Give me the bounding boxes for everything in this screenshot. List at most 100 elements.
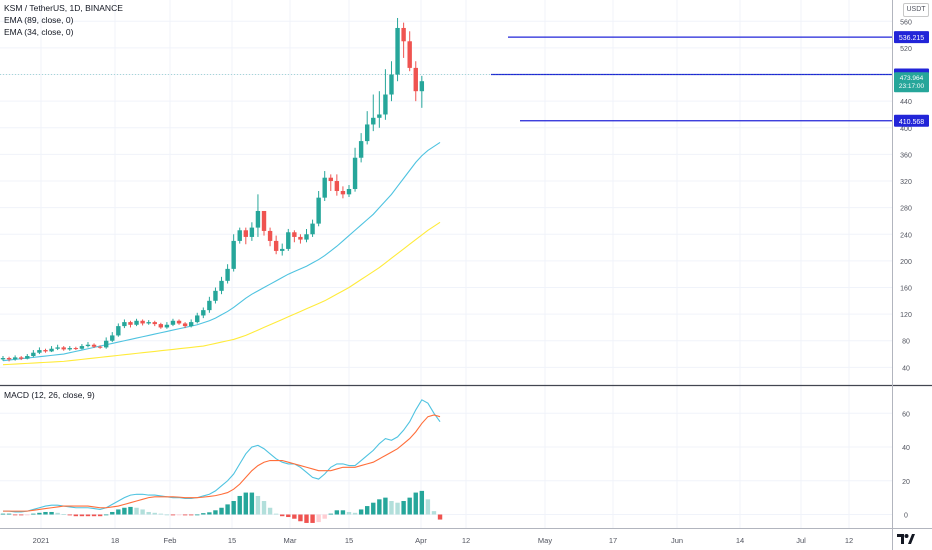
time-tick-label: Mar (284, 536, 297, 545)
symbol-legend[interactable]: KSM / TetherUS, 1D, BINANCE (4, 3, 123, 13)
histogram-bar (413, 492, 418, 515)
time-tick-label: Feb (164, 536, 177, 545)
price-tick-label: 160 (900, 286, 912, 293)
histogram-bar (176, 514, 182, 516)
histogram-bar (304, 514, 309, 523)
price-tick-label: 440 (900, 99, 912, 106)
histogram-bar (43, 511, 48, 515)
candle-body (328, 177, 333, 182)
macd-tick-label: 0 (904, 513, 908, 520)
histogram-bar (273, 513, 279, 515)
histogram-bar (110, 511, 115, 515)
candle-body (170, 320, 176, 325)
histogram-bar (158, 513, 164, 515)
candle-body (383, 94, 388, 115)
time-tick-label: 17 (609, 536, 617, 545)
candle-body (261, 210, 267, 231)
histogram-bar (140, 509, 145, 515)
candle-body (116, 326, 121, 336)
histogram-bar (49, 511, 54, 515)
tradingview-logo-icon[interactable] (897, 532, 915, 546)
price-tick-label: 280 (900, 206, 912, 213)
candle-body (195, 315, 200, 323)
price-tick-label: 80 (902, 339, 910, 346)
candle-body (395, 27, 400, 75)
candle-body (401, 27, 406, 42)
candle-body (231, 240, 236, 269)
ema-line-1 (2, 221, 441, 366)
macd-pane (0, 399, 443, 523)
histogram-bar (37, 512, 42, 515)
time-tick-label: May (538, 536, 552, 545)
histogram-bar (298, 514, 303, 522)
candle-body (164, 324, 170, 328)
histogram-bar (401, 501, 406, 515)
candle-body (79, 346, 85, 349)
histogram-bar (25, 514, 30, 516)
candle-body (340, 191, 346, 195)
histogram-bar (201, 513, 206, 515)
histogram-bar (316, 514, 321, 523)
candles (0, 17, 425, 362)
ema34-legend[interactable]: EMA (34, close, 0) (4, 27, 74, 37)
current-price-tag (894, 72, 929, 93)
price-tick-label: 520 (900, 46, 912, 53)
candle-body (255, 210, 261, 228)
time-tick-label: 12 (845, 536, 853, 545)
time-tick-label: Jul (796, 536, 806, 545)
candle-body (134, 320, 139, 325)
candle-body (43, 350, 48, 352)
ema-lines (2, 141, 441, 366)
candle-body (377, 114, 382, 118)
histogram-bar (134, 507, 139, 515)
histogram-bar (31, 513, 36, 515)
histogram-bar (79, 514, 85, 517)
candle-body (67, 348, 72, 350)
time-axis[interactable]: 2021 18 Feb 15 Mar 15 Apr 12 May 17 Jun 14 Jul 12 (33, 536, 854, 545)
macd-tick-label: 40 (902, 445, 910, 452)
candle-body (237, 230, 242, 241)
level-tag-label: 410.568 (899, 119, 924, 126)
histogram-bar (225, 504, 230, 515)
candle-body (128, 322, 133, 325)
candle-body (249, 227, 255, 237)
histogram-bar (346, 511, 352, 515)
ema89-legend[interactable]: EMA (89, close, 0) (4, 15, 74, 25)
candle-body (334, 181, 340, 192)
candle-body (152, 322, 157, 325)
price-tick-label: 360 (900, 152, 912, 159)
candle-body (310, 223, 315, 235)
histogram-bar (116, 509, 121, 515)
candle-body (6, 358, 12, 360)
macd-legend[interactable]: MACD (12, 26, close, 9) (4, 390, 95, 400)
candle-body (352, 157, 358, 190)
histogram-bar (170, 514, 176, 516)
histogram-bar (122, 507, 127, 515)
candle-body (273, 240, 279, 251)
candle-body (413, 67, 418, 92)
candle-body (243, 230, 248, 237)
histogram-bar (280, 514, 285, 517)
candle-body (49, 348, 54, 352)
candle-body (298, 236, 303, 240)
horizontal-levels[interactable] (0, 36, 892, 122)
histogram-bar (237, 495, 242, 515)
candle-body (103, 340, 109, 348)
histogram-bar (286, 514, 291, 518)
price-tick-label: 560 (900, 19, 912, 26)
histogram-bar (249, 492, 255, 515)
level-tag (894, 31, 929, 44)
histogram-bar (431, 511, 437, 515)
candle-body (304, 234, 309, 240)
histogram-bar (195, 514, 200, 516)
candle-body (286, 232, 291, 249)
histogram-bar (365, 506, 370, 515)
histogram-bar (334, 510, 340, 515)
histogram-bar (340, 510, 346, 515)
histogram-bar (371, 502, 376, 515)
price-axis[interactable]: 4080120160200240280320360400440480520560… (894, 19, 929, 520)
candle-body (140, 320, 145, 324)
currency-badge[interactable]: USDT (903, 3, 929, 17)
histogram-bar (6, 513, 12, 515)
